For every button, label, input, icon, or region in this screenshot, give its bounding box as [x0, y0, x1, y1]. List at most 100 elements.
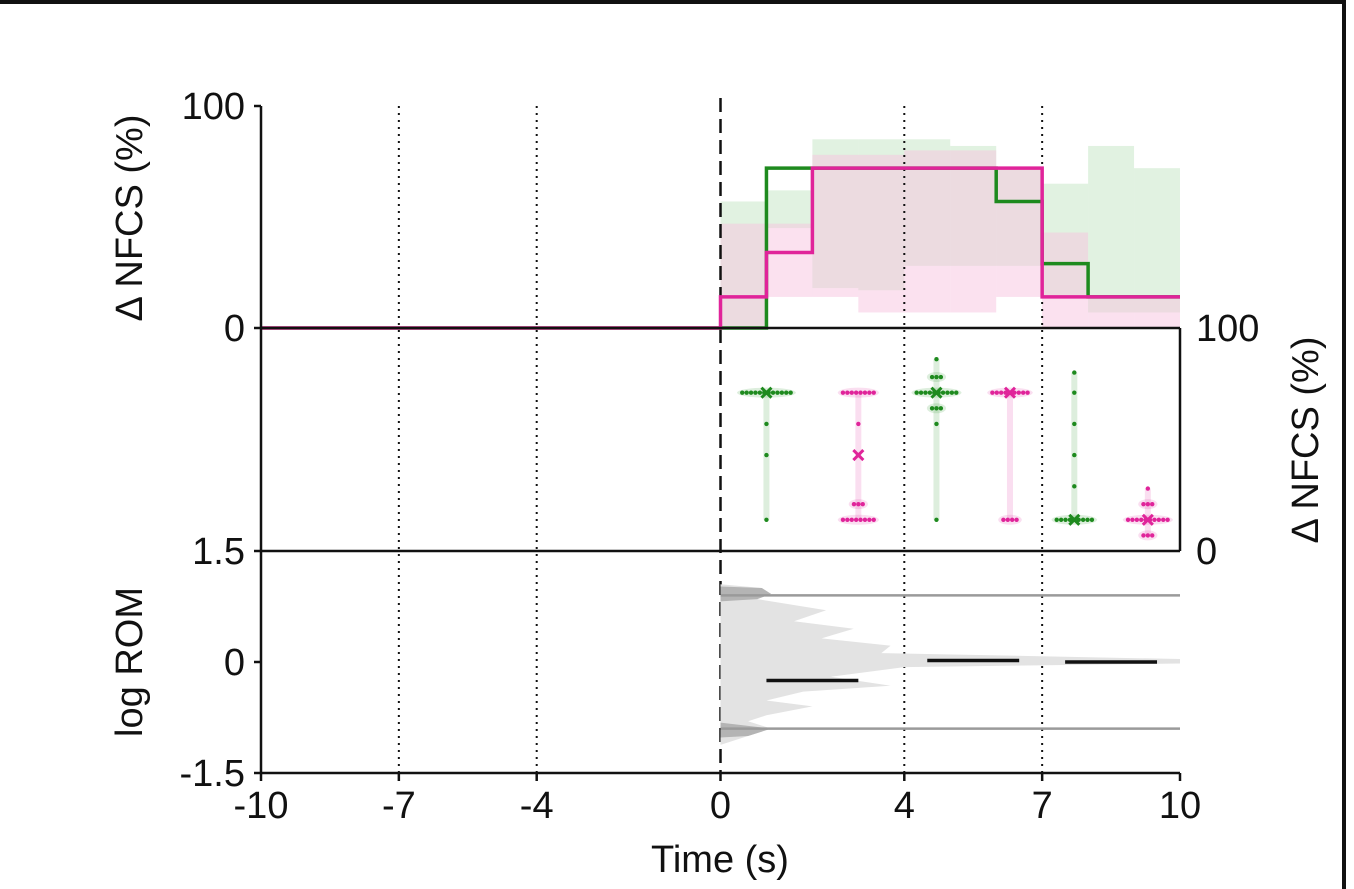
swarm-dot — [934, 357, 939, 362]
swarm-dot — [1134, 517, 1140, 522]
swarm-dot — [1058, 517, 1064, 522]
swarm-dot — [860, 501, 865, 507]
swarm-dot — [1063, 517, 1068, 522]
swarm-dot — [1165, 517, 1170, 522]
swarm-dot — [764, 452, 769, 458]
band-green-10 — [1134, 168, 1180, 313]
swarm-dot — [998, 390, 1004, 395]
swarm-dot — [949, 390, 955, 395]
band-green-2 — [766, 190, 813, 229]
swarm-dot — [1141, 501, 1146, 507]
swarm-dot — [840, 517, 846, 522]
swarm-dot — [845, 390, 850, 395]
swarm-dot — [1089, 517, 1095, 522]
swarm-dot — [775, 390, 780, 395]
band-magenta-4 — [858, 154, 905, 313]
tick-labels: 0 100 0 100 -1.5 0 1.5 -10 -7 -4 0 4 7 10 — [180, 86, 1260, 827]
swarm-dot — [1001, 517, 1006, 522]
band-magenta-6 — [950, 150, 997, 313]
swarm-dot — [1139, 517, 1144, 522]
swarm-dot — [1152, 517, 1157, 522]
x-tick-label: 7 — [1032, 785, 1053, 827]
swarm-dot — [867, 390, 872, 395]
swarm-dot — [1145, 533, 1151, 538]
swarm-dot — [853, 390, 859, 395]
x-tick-label: 0 — [710, 785, 731, 827]
swarm-dot — [1085, 517, 1090, 522]
swarm-dot — [1161, 517, 1166, 522]
x-tick-label: -10 — [234, 785, 289, 827]
swarm-dot — [1145, 486, 1151, 491]
swarm-dot — [934, 517, 939, 522]
x-tick-label: -4 — [520, 785, 554, 827]
swarm-dot — [1014, 517, 1019, 522]
density-tip-1 — [720, 722, 772, 738]
x-axis-label: Time (s) — [651, 839, 789, 881]
axes — [254, 104, 1182, 781]
swarm-dot — [929, 374, 935, 380]
swarm-dot — [770, 390, 776, 395]
swarm-dot — [1003, 390, 1008, 395]
bottom-y-tick-label: 0 — [224, 642, 245, 684]
swarm-dot — [1076, 517, 1081, 522]
swarm-dot — [923, 390, 928, 395]
step-line-magenta — [261, 166, 1180, 330]
swarm-dot — [929, 406, 935, 411]
swarm-dot — [849, 517, 854, 522]
swarm-dot — [764, 421, 769, 427]
band-magenta-1 — [720, 223, 767, 328]
swarm-dot — [945, 390, 950, 395]
swarm-dot — [1080, 517, 1086, 522]
swarm-dot — [862, 517, 868, 522]
swarm-dot — [1009, 517, 1015, 522]
mean-marker-3 — [1003, 386, 1017, 399]
swarm-dot — [856, 501, 861, 507]
swarm-dot — [938, 406, 944, 411]
violin-blob-3-1 — [998, 514, 1022, 525]
swarm-dot — [871, 390, 876, 395]
swarm-dot — [1145, 501, 1151, 507]
band-magenta-9 — [1088, 296, 1135, 328]
x-tick-label: -7 — [382, 785, 416, 827]
density-tip-0 — [720, 586, 772, 602]
swarm-dot — [1054, 517, 1059, 522]
confidence-bands — [720, 139, 1180, 328]
band-green-9 — [1088, 145, 1135, 313]
swarm-dot — [757, 390, 763, 395]
swarm-dot — [1141, 533, 1146, 538]
swarm-dot — [784, 390, 789, 395]
swarm-dot — [1025, 390, 1030, 395]
middle-y-axis-label: Δ NFCS (%) — [1285, 337, 1327, 544]
swarm-dot — [1016, 390, 1021, 395]
top-y-tick-label: 100 — [182, 86, 245, 128]
swarm-dot — [753, 390, 758, 395]
swarm-dot — [1150, 501, 1155, 507]
swarm-dot — [1150, 533, 1155, 538]
swarm-dot — [764, 517, 769, 522]
band-magenta-5 — [904, 150, 951, 313]
swarm-dot — [871, 517, 876, 522]
swarm-dot — [914, 390, 919, 395]
swarm-dot — [954, 390, 959, 395]
bottom-y-axis-label: log ROM — [109, 587, 151, 737]
swarm-dot — [938, 374, 944, 380]
swarm-dot — [934, 374, 939, 380]
swarm-dot — [862, 390, 868, 395]
swarm-dot — [1125, 517, 1131, 522]
bottom-y-tick-label: 1.5 — [192, 531, 245, 573]
swarm-dot — [1156, 517, 1162, 522]
swarm-dot — [845, 517, 850, 522]
swarm-dot — [1020, 390, 1026, 395]
swarm-dot — [849, 390, 854, 395]
swarm-dot — [788, 390, 793, 395]
mean-marker-5 — [1141, 513, 1154, 526]
mean-marker-0 — [760, 386, 773, 399]
swarm-dot — [748, 390, 754, 395]
swarm-dot — [858, 517, 863, 522]
swarm-dot — [853, 517, 859, 522]
swarm-dot — [934, 421, 939, 427]
swarm-dot — [918, 390, 924, 395]
mean-marker-1 — [852, 449, 865, 462]
swarm-dot — [927, 390, 933, 395]
